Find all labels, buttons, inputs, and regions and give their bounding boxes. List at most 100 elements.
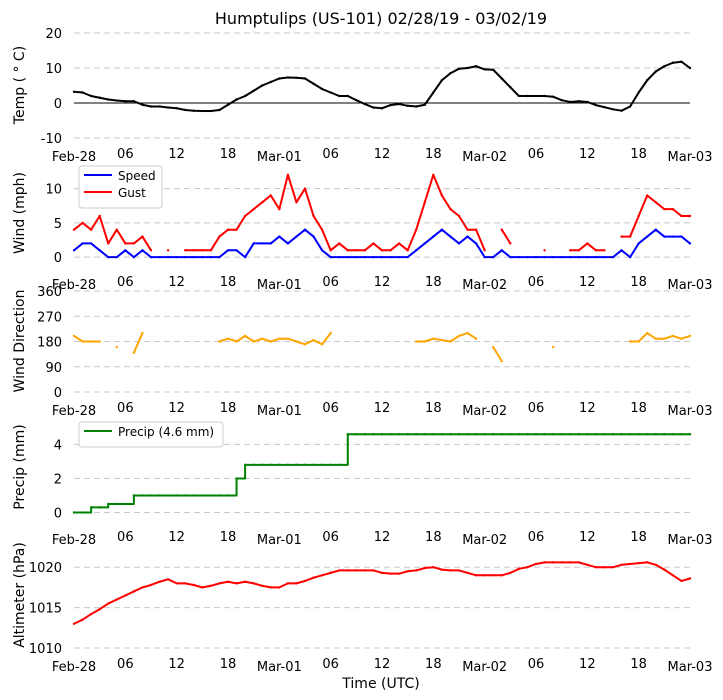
data-point xyxy=(415,228,418,231)
data-point xyxy=(252,242,255,245)
data-point xyxy=(226,580,230,583)
data-point xyxy=(628,562,632,566)
data-point xyxy=(346,249,349,252)
data-point xyxy=(372,106,375,109)
data-point xyxy=(432,566,435,569)
data-point xyxy=(449,569,452,572)
data-point xyxy=(466,228,469,231)
data-point xyxy=(235,582,238,585)
data-point xyxy=(526,94,529,98)
data-point xyxy=(474,242,478,245)
data-point xyxy=(218,582,221,585)
y-tick-label: 1020 xyxy=(29,561,62,576)
data-point xyxy=(158,494,161,497)
data-point xyxy=(577,255,580,259)
data-point xyxy=(346,433,349,436)
data-point xyxy=(646,79,649,82)
data-point xyxy=(89,94,93,98)
series-line-data xyxy=(73,561,691,625)
data-point xyxy=(261,337,264,340)
data-point xyxy=(551,255,555,259)
data-point xyxy=(269,586,272,589)
data-point xyxy=(620,563,623,566)
x-tick-label: 06 xyxy=(528,275,545,290)
data-point xyxy=(72,622,76,625)
data-point xyxy=(671,61,675,64)
data-point xyxy=(158,105,161,108)
data-point xyxy=(166,255,170,259)
y-tick-label: 360 xyxy=(37,285,62,300)
data-point xyxy=(115,598,118,601)
data-point xyxy=(526,433,529,436)
x-tick-label: 18 xyxy=(425,530,442,545)
data-point xyxy=(466,433,469,436)
x-tick-label: Mar-01 xyxy=(257,660,302,675)
data-point xyxy=(603,255,606,259)
x-tick-label: Mar-03 xyxy=(668,660,713,675)
data-point xyxy=(500,359,503,363)
data-point xyxy=(166,106,170,109)
data-point xyxy=(338,463,341,467)
data-point xyxy=(603,433,606,436)
data-point xyxy=(628,105,632,108)
data-point xyxy=(184,582,187,585)
data-point xyxy=(363,255,367,259)
data-point xyxy=(560,255,563,259)
data-point xyxy=(680,60,683,63)
data-point xyxy=(312,338,315,342)
data-point xyxy=(166,578,170,581)
data-point xyxy=(81,91,84,94)
data-point xyxy=(594,103,598,107)
data-point xyxy=(141,331,144,335)
data-point xyxy=(620,433,623,436)
data-point xyxy=(261,201,264,204)
y-tick-label: 1015 xyxy=(29,602,62,617)
data-point xyxy=(166,494,170,497)
data-point xyxy=(286,463,290,467)
data-point xyxy=(132,494,136,497)
data-point xyxy=(124,100,127,103)
data-point xyxy=(389,572,392,575)
data-point xyxy=(457,67,461,70)
data-point xyxy=(517,255,521,259)
data-point xyxy=(680,235,683,238)
data-point xyxy=(423,340,426,343)
data-point xyxy=(663,433,666,436)
data-point xyxy=(492,345,495,349)
data-point xyxy=(423,566,426,570)
y-tick-label: 1010 xyxy=(29,642,62,657)
data-point xyxy=(680,337,683,340)
data-point xyxy=(449,433,452,436)
data-point xyxy=(158,255,161,259)
data-point xyxy=(201,249,204,252)
x-tick-label: 12 xyxy=(374,657,391,672)
data-point xyxy=(303,579,307,583)
data-point xyxy=(192,583,195,587)
data-point xyxy=(295,463,298,467)
data-point xyxy=(406,255,409,259)
data-point xyxy=(320,87,324,91)
data-point xyxy=(611,433,615,436)
data-point xyxy=(329,91,332,94)
data-point xyxy=(72,334,76,338)
data-point xyxy=(423,103,426,106)
data-point xyxy=(406,249,409,252)
x-tick-label: Mar-02 xyxy=(462,533,507,548)
data-point xyxy=(355,255,358,259)
data-point xyxy=(586,100,589,104)
data-point xyxy=(534,94,538,98)
data-point xyxy=(688,66,692,70)
data-point xyxy=(551,561,555,564)
data-point xyxy=(115,228,118,231)
data-point xyxy=(654,228,657,231)
data-point xyxy=(346,94,349,98)
data-point xyxy=(295,340,298,343)
x-tick-label: 06 xyxy=(322,147,339,162)
legend-label: Precip (4.6 mm) xyxy=(118,425,214,439)
legend-label: Gust xyxy=(118,186,146,200)
data-point xyxy=(457,569,461,572)
data-point xyxy=(654,337,657,340)
x-tick-label: 06 xyxy=(117,530,134,545)
data-point xyxy=(432,173,435,177)
data-point xyxy=(269,242,272,245)
